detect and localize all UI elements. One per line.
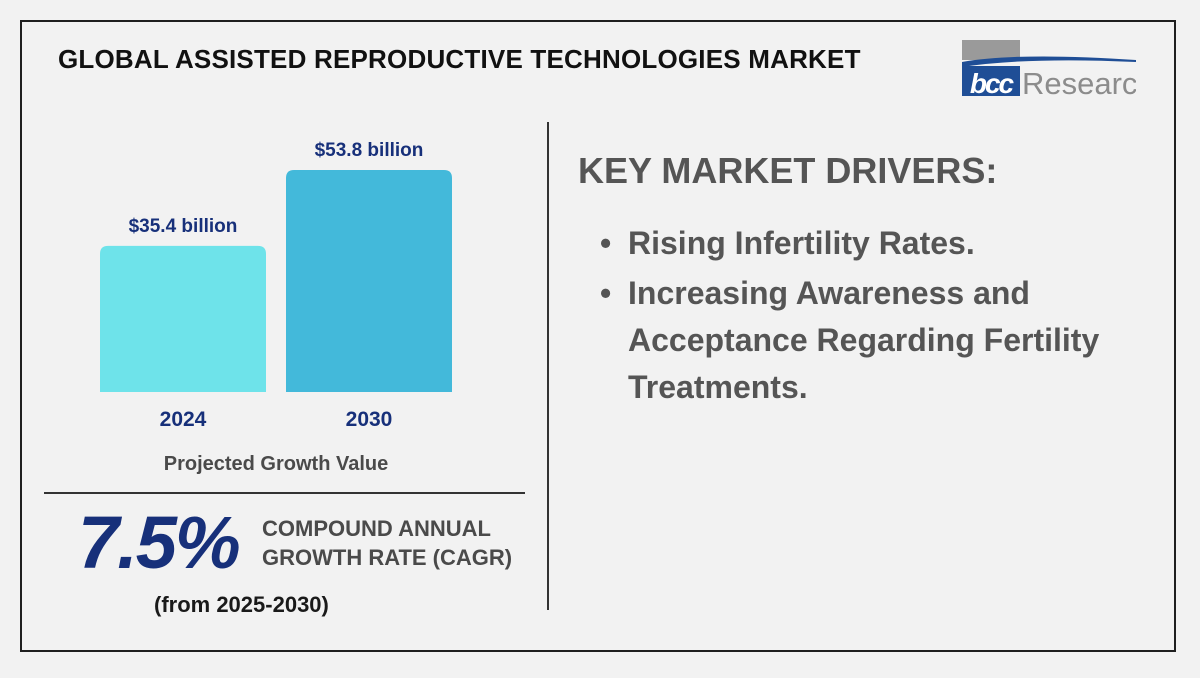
driver-item: • Rising Infertility Rates.	[600, 220, 1160, 267]
infographic-frame	[20, 20, 1176, 652]
driver-item: • Increasing Awareness and Acceptance Re…	[600, 270, 1160, 411]
logo-swoosh	[962, 56, 1136, 67]
logo-blue-block	[962, 66, 1020, 96]
cagr-label-line1: COMPOUND ANNUAL	[262, 516, 491, 541]
cagr-label-line2: GROWTH RATE (CAGR)	[262, 545, 513, 570]
bullet-icon: •	[600, 275, 612, 311]
driver-text: Increasing Awareness and Acceptance Rega…	[628, 275, 1100, 405]
tick-label-2030: 2030	[346, 408, 393, 431]
cagr-period: (from 2025-2030)	[154, 592, 329, 617]
data-label-2024: $35.4 billion	[129, 216, 238, 237]
data-label-2030: $53.8 billion	[315, 140, 424, 161]
tick-label-2024: 2024	[160, 408, 207, 431]
page-title: GLOBAL ASSISTED REPRODUCTIVE TECHNOLOGIE…	[58, 44, 861, 74]
logo-gray-block	[962, 40, 1020, 60]
vertical-divider	[547, 122, 549, 610]
driver-text: Rising Infertility Rates.	[628, 225, 975, 261]
cagr-value: 7.5%	[78, 501, 241, 584]
cagr-label: COMPOUND ANNUAL GROWTH RATE (CAGR)	[262, 514, 542, 572]
x-axis-label: Projected Growth Value	[164, 453, 389, 475]
drivers-heading: KEY MARKET DRIVERS:	[578, 150, 998, 191]
logo-wordmark: Research	[1022, 66, 1136, 98]
drivers-list: • Rising Infertility Rates. • Increasing…	[600, 220, 1160, 414]
bullet-icon: •	[600, 225, 612, 261]
horizontal-divider	[44, 492, 525, 494]
bar-2024	[100, 245, 266, 392]
bcc-research-logo: bcc Research	[962, 40, 1136, 98]
bar-2030	[286, 170, 452, 392]
growth-bar-chart: $35.4 billion 2024 $53.8 billion 2030 Projec…	[100, 140, 452, 475]
logo-mark: bcc	[970, 68, 1015, 98]
